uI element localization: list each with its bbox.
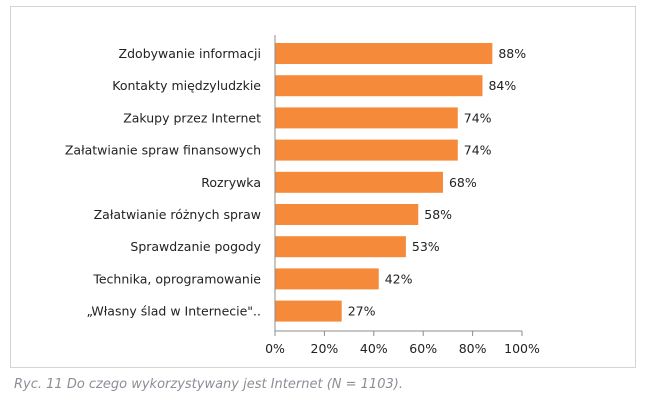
category-label: Zakupy przez Internet <box>123 110 261 125</box>
figure-caption: Ryc. 11 Do czego wykorzystywany jest Int… <box>14 377 403 392</box>
chart-frame: Zdobywanie informacji 88% Kontakty międzyl… <box>10 6 636 368</box>
bar <box>275 268 379 290</box>
value-label: 88% <box>498 46 526 61</box>
category-label: „Własny ślad w Internecie".. <box>86 304 261 319</box>
bar <box>275 236 406 258</box>
value-label: 84% <box>488 78 516 93</box>
x-tick-label: 40% <box>360 341 388 356</box>
value-label: 74% <box>464 110 492 125</box>
bar <box>275 75 483 97</box>
bar <box>275 107 458 129</box>
value-label: 27% <box>348 304 376 319</box>
category-label: Rozrywka <box>201 175 261 190</box>
bar <box>275 43 493 64</box>
category-label: Załatwianie spraw finansowych <box>65 143 261 158</box>
bar <box>275 139 458 161</box>
x-tick-label: 20% <box>311 341 339 356</box>
bar <box>275 204 419 225</box>
value-label: 74% <box>464 143 492 158</box>
x-tick-label: 60% <box>409 341 437 356</box>
bar <box>275 171 443 193</box>
value-label: 68% <box>449 175 477 190</box>
x-tick-label: 0% <box>265 341 285 356</box>
x-tick-label: 80% <box>459 341 487 356</box>
category-label: Załatwianie różnych spraw <box>94 207 261 222</box>
value-label: 42% <box>385 271 413 286</box>
category-label: Sprawdzanie pogody <box>130 239 261 254</box>
category-label: Zdobywanie informacji <box>119 46 261 61</box>
bar <box>275 300 342 322</box>
bar-chart: Zdobywanie informacji 88% Kontakty międzyl… <box>65 35 540 356</box>
x-tick-label: 100% <box>504 341 540 356</box>
value-label: 53% <box>412 239 440 254</box>
category-label: Technika, oprogramowanie <box>92 271 261 286</box>
category-label: Kontakty międzyludzkie <box>112 78 261 93</box>
value-label: 58% <box>424 207 452 222</box>
